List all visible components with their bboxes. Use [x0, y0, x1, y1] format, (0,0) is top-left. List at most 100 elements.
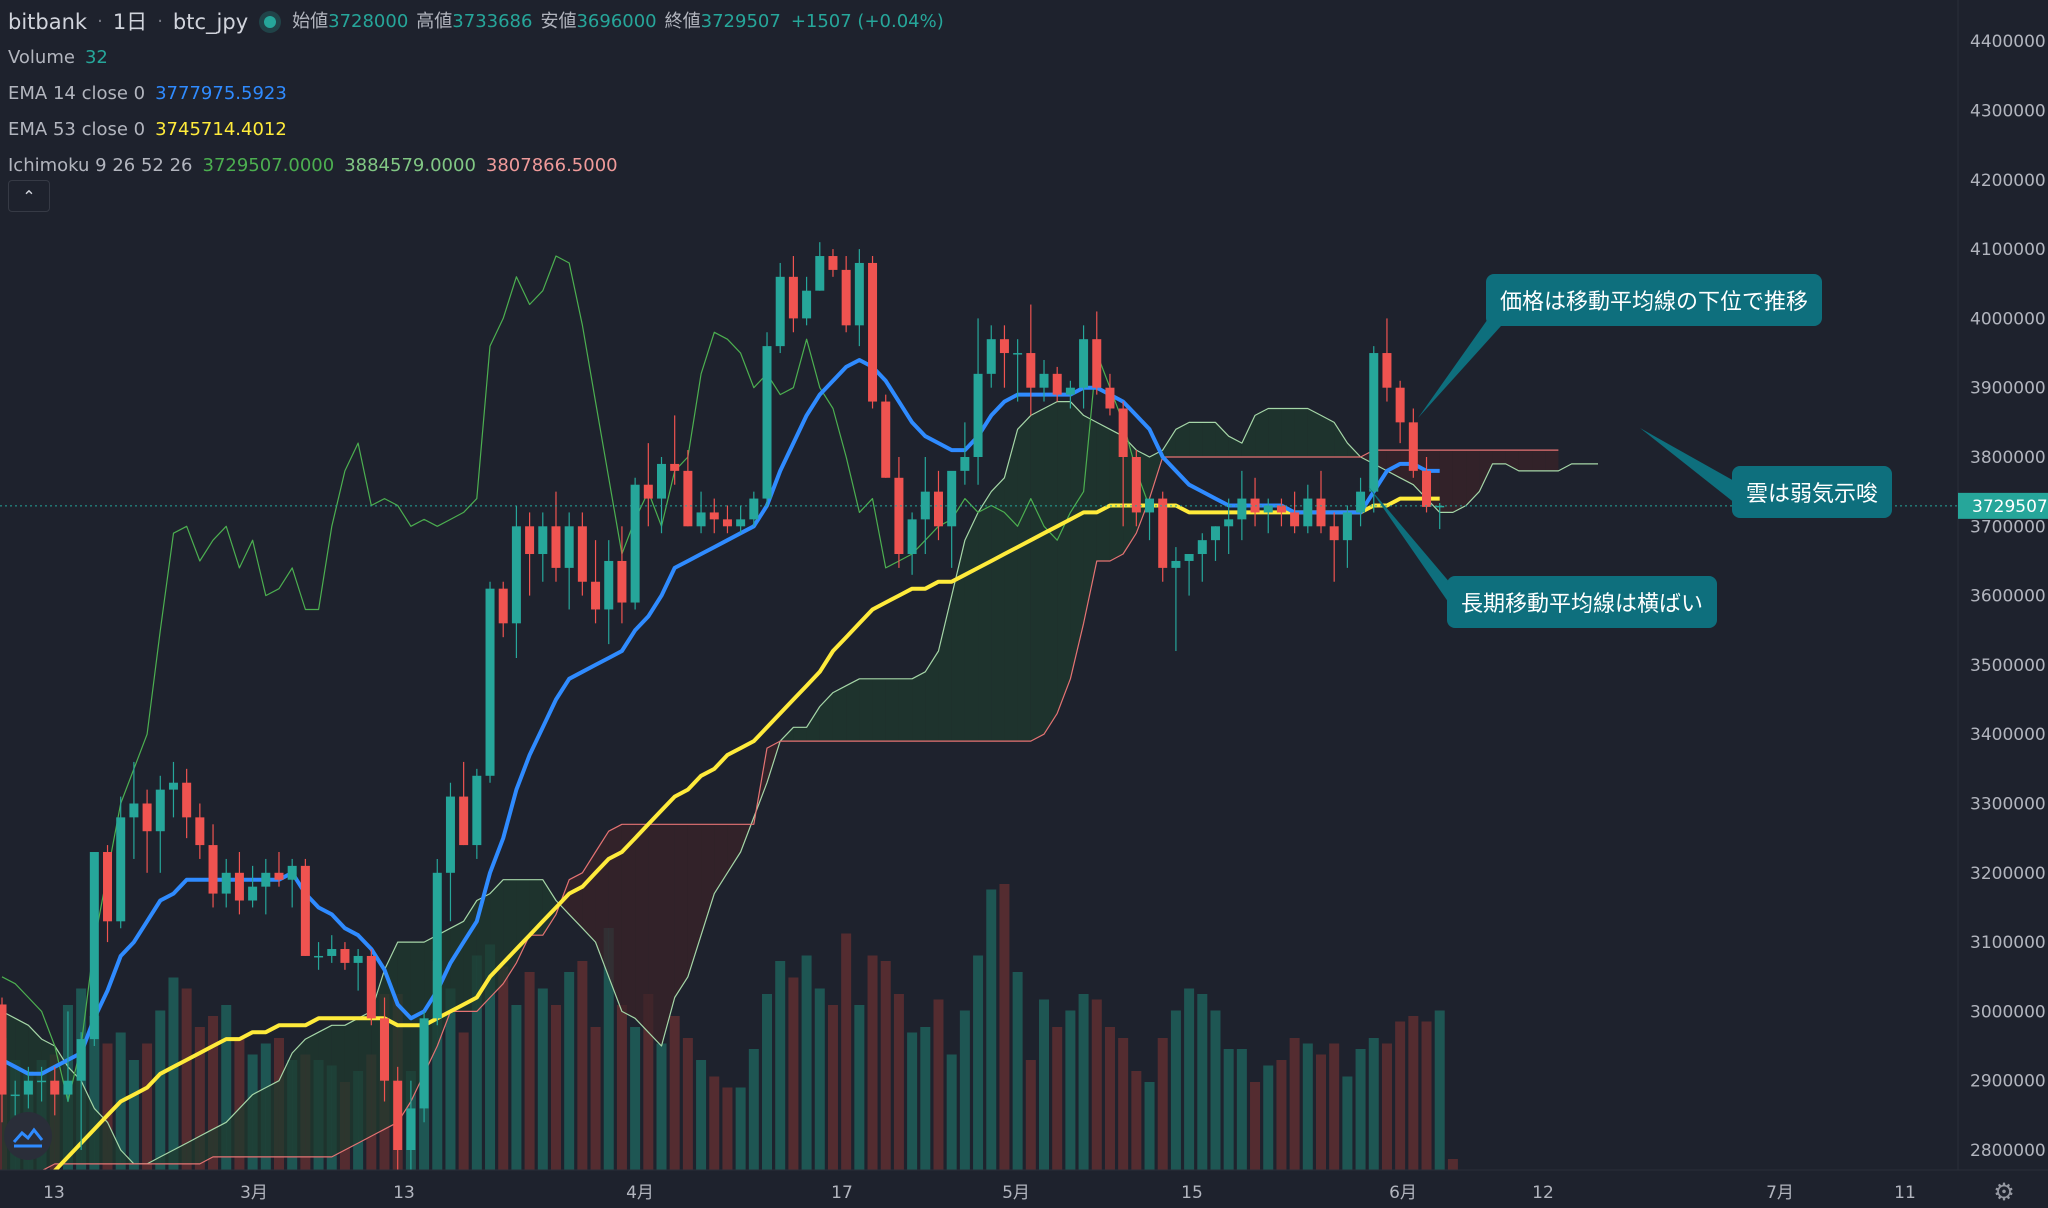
cloud-segment	[344, 1018, 359, 1150]
volume-bar	[1289, 1038, 1300, 1170]
candle-body	[103, 852, 113, 922]
candle-body	[459, 796, 469, 846]
candle-body	[1145, 498, 1155, 513]
volume-bar	[933, 999, 944, 1170]
candle-body	[314, 955, 324, 958]
indicator-value: 32	[84, 47, 108, 68]
volume-bar	[1104, 1027, 1115, 1170]
pair-name[interactable]: btc_jpy	[172, 10, 249, 34]
price-tick-label: 2900000	[1970, 1072, 2046, 1092]
volume-bar	[1025, 1060, 1036, 1170]
separator-dot: ·	[97, 11, 103, 32]
tradingview-logo[interactable]	[4, 1112, 52, 1160]
volume-bars	[0, 884, 1458, 1170]
volume-bar	[616, 1005, 627, 1170]
volume-bar	[221, 1005, 232, 1170]
time-tick-label: 11	[1894, 1183, 1916, 1203]
chevron-up-icon: ⌃	[22, 186, 36, 206]
cloud-segment	[925, 651, 939, 742]
candle-body	[1356, 491, 1366, 513]
ohlc-label: 終値	[664, 11, 701, 32]
cloud-segment	[1255, 408, 1269, 457]
volume-bar	[1052, 1027, 1063, 1170]
candle-body	[841, 269, 851, 326]
indicator-row[interactable]: Ichimoku 9 26 52 26 3729507.0000 3884579.0…	[8, 148, 944, 184]
callout-pointers	[1368, 316, 1736, 606]
candle-body	[274, 872, 284, 880]
cloud-segment	[595, 831, 609, 977]
interval-label[interactable]: 1日	[112, 10, 148, 34]
cloud-logo-icon	[12, 1127, 44, 1148]
cloud-segment	[397, 942, 411, 1123]
volume-bar	[1395, 1021, 1406, 1170]
cloud-segment	[239, 1094, 253, 1157]
collapse-legend-button[interactable]: ⌃	[8, 180, 50, 212]
candle-body	[1131, 457, 1141, 513]
exchange-name[interactable]: bitbank	[8, 10, 88, 34]
volume-bar	[1091, 999, 1102, 1170]
time-tick-label: 3月	[240, 1183, 268, 1203]
time-tick-label: 7月	[1766, 1183, 1794, 1203]
candle-body	[1342, 512, 1352, 541]
indicator-row[interactable]: Volume 32	[8, 40, 944, 76]
indicator-label: EMA 53 close 0	[8, 119, 146, 140]
volume-bar	[1421, 1021, 1432, 1170]
volume-bar	[643, 994, 654, 1170]
candle-body	[933, 491, 943, 527]
price-tick-label: 3700000	[1970, 517, 2046, 537]
cloud-segment	[661, 824, 675, 1047]
price-tick-label: 3200000	[1970, 864, 2046, 884]
candle-body	[577, 526, 587, 582]
volume-bar	[1342, 1076, 1353, 1170]
volume-bar	[537, 988, 548, 1170]
cloud-segment	[1439, 450, 1453, 513]
candle-body	[472, 775, 482, 846]
cloud-segment	[912, 671, 926, 742]
candle-body	[142, 803, 152, 832]
current-price-tag	[1958, 492, 2048, 519]
cloud-segment	[318, 1025, 332, 1157]
ohlc-value: 3733686	[452, 11, 533, 32]
volume-bar	[511, 1005, 522, 1170]
cloud-segment	[173, 1143, 187, 1164]
volume-bar	[1131, 1071, 1142, 1170]
cloud-segment	[991, 477, 1005, 742]
volume-bar	[590, 1027, 601, 1170]
gear-icon[interactable]: ⚙	[1993, 1178, 2015, 1206]
volume-bar	[722, 1087, 733, 1170]
volume-bar	[1434, 1010, 1445, 1170]
candle-body	[485, 588, 495, 776]
volume-bar	[181, 988, 192, 1170]
cloud-segment	[951, 540, 965, 742]
candle-body	[617, 560, 627, 603]
volume-bar	[854, 1005, 865, 1170]
volume-bar	[102, 1043, 113, 1170]
candle-body	[868, 262, 878, 402]
volume-bar	[550, 1005, 561, 1170]
candle-body	[1105, 387, 1115, 409]
candle-body	[525, 526, 535, 555]
indicator-row[interactable]: EMA 14 close 0 3777975.5923	[8, 76, 944, 112]
candle-body	[393, 1080, 403, 1150]
candle-body	[1395, 387, 1405, 423]
volume-bar	[920, 1027, 931, 1170]
candle-body	[0, 1004, 7, 1095]
cloud-segment	[806, 706, 820, 742]
price-tick-label: 4400000	[1970, 32, 2046, 52]
cloud-segment	[1492, 450, 1506, 464]
volume-bar	[1039, 999, 1050, 1170]
volume-bar	[1157, 1038, 1168, 1170]
ema53-line	[6, 496, 1440, 1208]
volume-bar	[432, 961, 443, 1170]
price-tick-label: 3800000	[1970, 448, 2046, 468]
candle-body	[37, 1080, 47, 1083]
cloud-segment	[1294, 408, 1308, 457]
cloud-segment	[292, 1039, 306, 1157]
candle-body	[208, 845, 218, 894]
volume-bar	[959, 1010, 970, 1170]
volume-bar	[1078, 994, 1089, 1170]
indicator-value: 3729507.0000	[202, 155, 335, 176]
indicator-row[interactable]: EMA 53 close 0 3745714.4012	[8, 112, 944, 148]
